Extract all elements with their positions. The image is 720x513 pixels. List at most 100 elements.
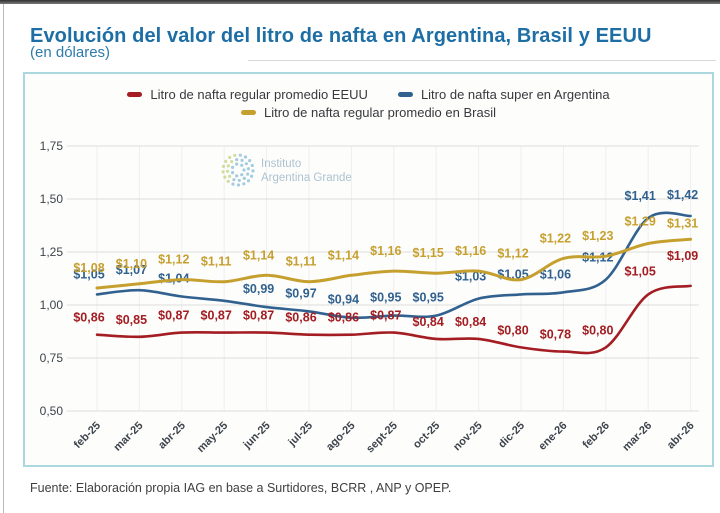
legend-row-2: Litro de nafta regular promedio en Brasi… xyxy=(241,105,496,120)
labels-argentina: $1,05 $1,07$1,04$0,99 $0,97 $0,94 $0,95 $0,95… xyxy=(73,188,698,307)
watermark-logo-dot xyxy=(238,153,242,157)
watermark-logo-dot xyxy=(226,179,230,183)
line-eeuu xyxy=(95,284,692,355)
x-tick-label: may-25 xyxy=(195,420,230,455)
header-rule xyxy=(248,60,716,61)
point-label-eeuu: $1,05 xyxy=(625,264,656,278)
chart-card: Litro de nafta regular promedio EEUU Lit… xyxy=(23,72,714,467)
page-title: Evolución del valor del litro de nafta e… xyxy=(30,25,652,48)
point-label-brasil: $1,11 xyxy=(286,255,317,269)
point-label-eeuu: $0,87 xyxy=(201,309,232,323)
watermark-logo-dot xyxy=(235,174,239,178)
point-label-argentina: $0,97 xyxy=(285,286,316,300)
point-label-eeuu: $1,09 xyxy=(667,249,698,263)
watermark-logo-dot xyxy=(232,178,236,182)
x-tick-label: ago-25 xyxy=(324,420,358,454)
point-label-eeuu: $0,87 xyxy=(243,309,274,323)
x-tick-label: abr-25 xyxy=(156,420,188,452)
watermark-logo-dot xyxy=(240,173,244,177)
point-label-brasil: $1,16 xyxy=(455,244,486,258)
watermark-logo-dot xyxy=(221,164,226,168)
point-label-brasil: $1,12 xyxy=(497,247,528,261)
legend-label-eeuu: Litro de nafta regular promedio EEUU xyxy=(150,87,368,102)
point-label-eeuu: $0,87 xyxy=(158,309,189,323)
watermark-logo-dot xyxy=(240,158,244,162)
legend-swatch-brasil-icon xyxy=(241,110,257,115)
labels-eeuu: $0,86 $0,85 $0,87 $0,87 $0,87 $0,86 $0,86 $0,87… xyxy=(73,249,698,342)
watermark-logo-dot xyxy=(240,163,244,167)
watermark-logo-dot xyxy=(228,174,232,178)
point-label-brasil: $1,08 xyxy=(73,261,104,275)
watermark-logo-dot xyxy=(233,153,237,157)
watermark-logo-dot xyxy=(236,183,241,187)
point-label-eeuu: $0,85 xyxy=(116,313,147,327)
chart-area: 1,75 1,50 1,25 1,00 0,75 0,50 feb-25 mar-25 abr-… xyxy=(25,128,712,465)
legend-item-eeuu: Litro de nafta regular promedio EEUU xyxy=(127,87,368,102)
point-label-argentina: $1,05 xyxy=(73,267,104,281)
watermark-logo-dot xyxy=(224,159,228,163)
watermark: Instituto Argentina Grande xyxy=(221,153,352,187)
point-label-argentina: $0,94 xyxy=(328,293,359,307)
watermark-logo-dot xyxy=(230,171,235,175)
watermark-logo-dot xyxy=(248,158,252,163)
point-label-brasil: $1,23 xyxy=(582,229,613,243)
point-label-brasil: $1,14 xyxy=(243,248,274,262)
watermark-logo-dot xyxy=(242,182,246,186)
watermark-logo-dot xyxy=(244,162,248,166)
watermark-logo-dot xyxy=(251,169,255,173)
point-label-eeuu: $0,78 xyxy=(540,328,571,342)
legend-row-1: Litro de nafta regular promedio EEUU Lit… xyxy=(127,87,610,102)
watermark-logo-dot xyxy=(230,160,234,164)
legend-label-brasil: Litro de nafta regular promedio en Brasi… xyxy=(264,105,496,120)
chart-svg: 1,75 1,50 1,25 1,00 0,75 0,50 feb-25 mar-25 abr-… xyxy=(40,139,699,455)
x-tick-label: ene-26 xyxy=(536,420,569,453)
watermark-logo-dot xyxy=(243,155,248,159)
watermark-logo-dot xyxy=(231,182,235,186)
watermark-text-line1: Instituto xyxy=(261,158,301,170)
labels-brasil: $1,08 $1,10 $1,12 $1,11 $1,14 $1,11 $1,14 $1,16… xyxy=(73,215,698,276)
watermark-logo-dot xyxy=(250,174,254,178)
point-label-brasil: $1,16 xyxy=(370,244,401,258)
watermark-logo-dot xyxy=(223,175,227,179)
page-subtitle: (en dólares) xyxy=(30,44,111,61)
point-label-brasil: $1,22 xyxy=(540,231,571,245)
watermark-logo-dot xyxy=(246,179,251,183)
watermark-logo-dot xyxy=(237,178,241,183)
x-tick-label: mar-26 xyxy=(620,420,654,454)
x-tick-label: feb-25 xyxy=(72,420,103,451)
watermark-logo-dot xyxy=(230,165,235,169)
window-left-edge xyxy=(3,4,4,513)
point-label-argentina: $0,95 xyxy=(370,291,401,305)
watermark-logo-dot xyxy=(235,162,239,166)
point-label-brasil: $1,12 xyxy=(158,253,189,267)
y-tick-label: 1,00 xyxy=(40,298,64,312)
point-label-argentina: $1,03 xyxy=(455,270,486,284)
chart-legend: Litro de nafta regular promedio EEUU Lit… xyxy=(25,87,712,120)
watermark-logo-dot xyxy=(228,155,232,160)
x-tick-label: jul-25 xyxy=(286,420,316,450)
legend-swatch-eeuu-icon xyxy=(127,92,143,97)
point-label-argentina: $1,06 xyxy=(540,267,571,281)
point-label-brasil: $1,11 xyxy=(201,255,232,269)
point-label-argentina: $1,41 xyxy=(625,189,656,203)
y-tick-label: 0,50 xyxy=(40,404,64,418)
line-brasil xyxy=(95,237,693,290)
point-label-eeuu: $0,86 xyxy=(328,311,359,325)
window-top-edge xyxy=(0,0,720,4)
x-tick-label: mar-25 xyxy=(112,420,146,454)
watermark-logo-dot xyxy=(235,157,239,162)
watermark-logo-dot xyxy=(242,176,246,180)
point-label-eeuu: $0,84 xyxy=(413,315,444,329)
point-label-eeuu: $0,84 xyxy=(455,315,486,329)
point-label-brasil: $1,10 xyxy=(116,257,147,271)
line-argentina xyxy=(95,211,692,320)
point-label-brasil: $1,14 xyxy=(328,248,359,262)
source-note: Fuente: Elaboración propia IAG en base a… xyxy=(30,481,452,495)
legend-swatch-argentina-icon xyxy=(397,92,413,97)
point-label-argentina: $1,42 xyxy=(667,188,698,202)
x-tick-label: nov-25 xyxy=(451,420,485,454)
watermark-text-line2: Argentina Grande xyxy=(261,172,352,184)
x-tick-label: oct-25 xyxy=(411,420,442,451)
y-tick-label: 1,25 xyxy=(40,245,64,259)
